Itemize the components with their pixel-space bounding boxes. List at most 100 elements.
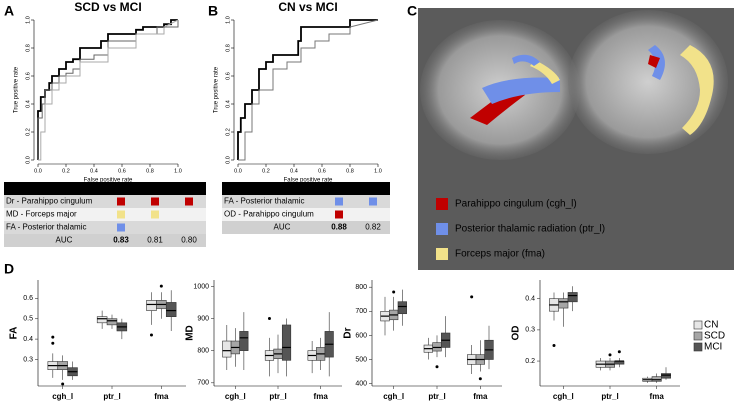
table-header-cell: LASSO: [109, 185, 134, 192]
table-auc-row: [222, 221, 390, 234]
y-tick-label: 0.6: [225, 72, 231, 80]
box: [106, 318, 118, 326]
y-tick-label: 0.8: [225, 44, 231, 52]
x-tick-label: cgh_l: [225, 392, 246, 401]
y-axis-label: OD: [511, 326, 522, 341]
outlier: [159, 284, 163, 288]
x-tick-label: fma: [473, 392, 488, 401]
y-tick-label: 900: [197, 315, 209, 322]
selection-marker: [151, 210, 159, 219]
auc-label: AUC: [56, 236, 73, 245]
legend-swatch: [693, 331, 703, 341]
legend-swatch: [693, 320, 703, 330]
y-tick-label: 0.5: [23, 316, 33, 323]
outlier: [435, 365, 439, 369]
x-tick-label: 0.6: [118, 168, 126, 174]
x-tick-label: fma: [650, 392, 665, 401]
table-row-label: FA - Posterior thalamic: [224, 197, 304, 206]
x-tick-label: 0.2: [262, 168, 270, 174]
panel-label: B: [208, 3, 218, 19]
y-tick-label: 0.2: [225, 128, 231, 136]
y-tick-label: 800: [355, 284, 367, 291]
roc-curve: [238, 19, 379, 161]
y-tick-label: 0.0: [225, 156, 231, 164]
legend-swatch: [436, 223, 448, 235]
y-tick-label: 600: [355, 332, 367, 339]
outlier: [552, 343, 556, 347]
y-tick-label: 400: [355, 380, 367, 387]
box: [281, 324, 292, 361]
panel-label: A: [4, 3, 14, 19]
y-tick-label: 1.0: [225, 16, 231, 24]
y-tick-label: 0.4: [525, 296, 535, 303]
selection-marker: [117, 223, 125, 232]
y-tick-label: 0.2: [525, 358, 535, 365]
table-row: [222, 208, 390, 221]
box: [661, 373, 671, 379]
selection-marker: [335, 210, 343, 219]
y-tick-label: 1000: [193, 283, 209, 290]
y-tick-label: 500: [355, 356, 367, 363]
y-tick-label: 700: [197, 380, 209, 387]
table-auc-row: [4, 234, 206, 247]
box: [651, 376, 662, 382]
x-axis-label: False positive rate: [84, 178, 133, 184]
table-header-cell: LASSO: [177, 185, 202, 192]
y-tick-label: 1.0: [25, 16, 31, 24]
x-tick-label: 1.0: [374, 168, 382, 174]
y-tick-label: 0.8: [25, 44, 31, 52]
x-tick-label: 0.8: [146, 168, 154, 174]
auc-value: 0.82: [365, 223, 381, 232]
x-tick-label: 0.4: [290, 168, 298, 174]
table-row-label: MD - Forceps major: [6, 210, 77, 219]
x-tick-label: ptr_l: [103, 392, 120, 401]
y-axis-label: True positive rate: [14, 66, 20, 113]
auc-value: 0.80: [181, 236, 197, 245]
box: [239, 331, 249, 351]
y-tick-label: 0.6: [23, 295, 33, 302]
outlier: [61, 382, 65, 386]
y-tick-label: 0.6: [25, 72, 31, 80]
selection-marker: [151, 197, 159, 206]
chart-title: CN vs MCI: [278, 0, 337, 14]
box: [222, 340, 232, 358]
legend-swatch: [436, 198, 448, 210]
table-header-cell: LASSO: [143, 185, 168, 192]
roc-curve: [38, 19, 179, 161]
y-tick-label: 800: [197, 348, 209, 355]
y-tick-label: 0.4: [23, 336, 33, 343]
outlier: [608, 353, 612, 357]
box: [558, 298, 569, 309]
x-tick-label: fma: [154, 392, 169, 401]
chart-title: SCD vs MCI: [74, 0, 141, 14]
y-axis-label: Dr: [343, 327, 354, 338]
outlier: [51, 335, 55, 339]
y-tick-label: 0.3: [23, 356, 33, 363]
table-row: [222, 195, 390, 208]
x-tick-label: cgh_l: [383, 392, 404, 401]
selection-marker: [117, 197, 125, 206]
selection-marker: [185, 197, 193, 206]
y-axis-label: MD: [185, 325, 196, 341]
x-tick-label: cgh_l: [52, 392, 73, 401]
y-tick-label: 700: [355, 308, 367, 315]
table-header-cell: LASSO: [361, 185, 386, 192]
x-tick-label: ptr_l: [269, 392, 286, 401]
selection-marker: [369, 197, 377, 206]
legend-label: Forceps major (fma): [455, 249, 545, 260]
table-row: [4, 221, 206, 234]
x-tick-label: 1.0: [174, 168, 182, 174]
x-tick-label: 0.2: [62, 168, 70, 174]
table-row-label: Dr - Parahippo cingulum: [6, 197, 93, 206]
auc-value: 0.88: [331, 223, 347, 232]
box: [432, 342, 442, 352]
box: [96, 316, 108, 324]
x-tick-label: 0.0: [234, 168, 242, 174]
x-tick-label: fma: [314, 392, 329, 401]
table-row-label: FA - Posterior thalamic: [6, 223, 86, 232]
y-tick-label: 0.4: [25, 100, 31, 108]
legend-swatch: [693, 342, 703, 352]
x-tick-label: 0.0: [34, 168, 42, 174]
outlier: [470, 295, 474, 299]
legend-label: SCD: [704, 331, 725, 342]
